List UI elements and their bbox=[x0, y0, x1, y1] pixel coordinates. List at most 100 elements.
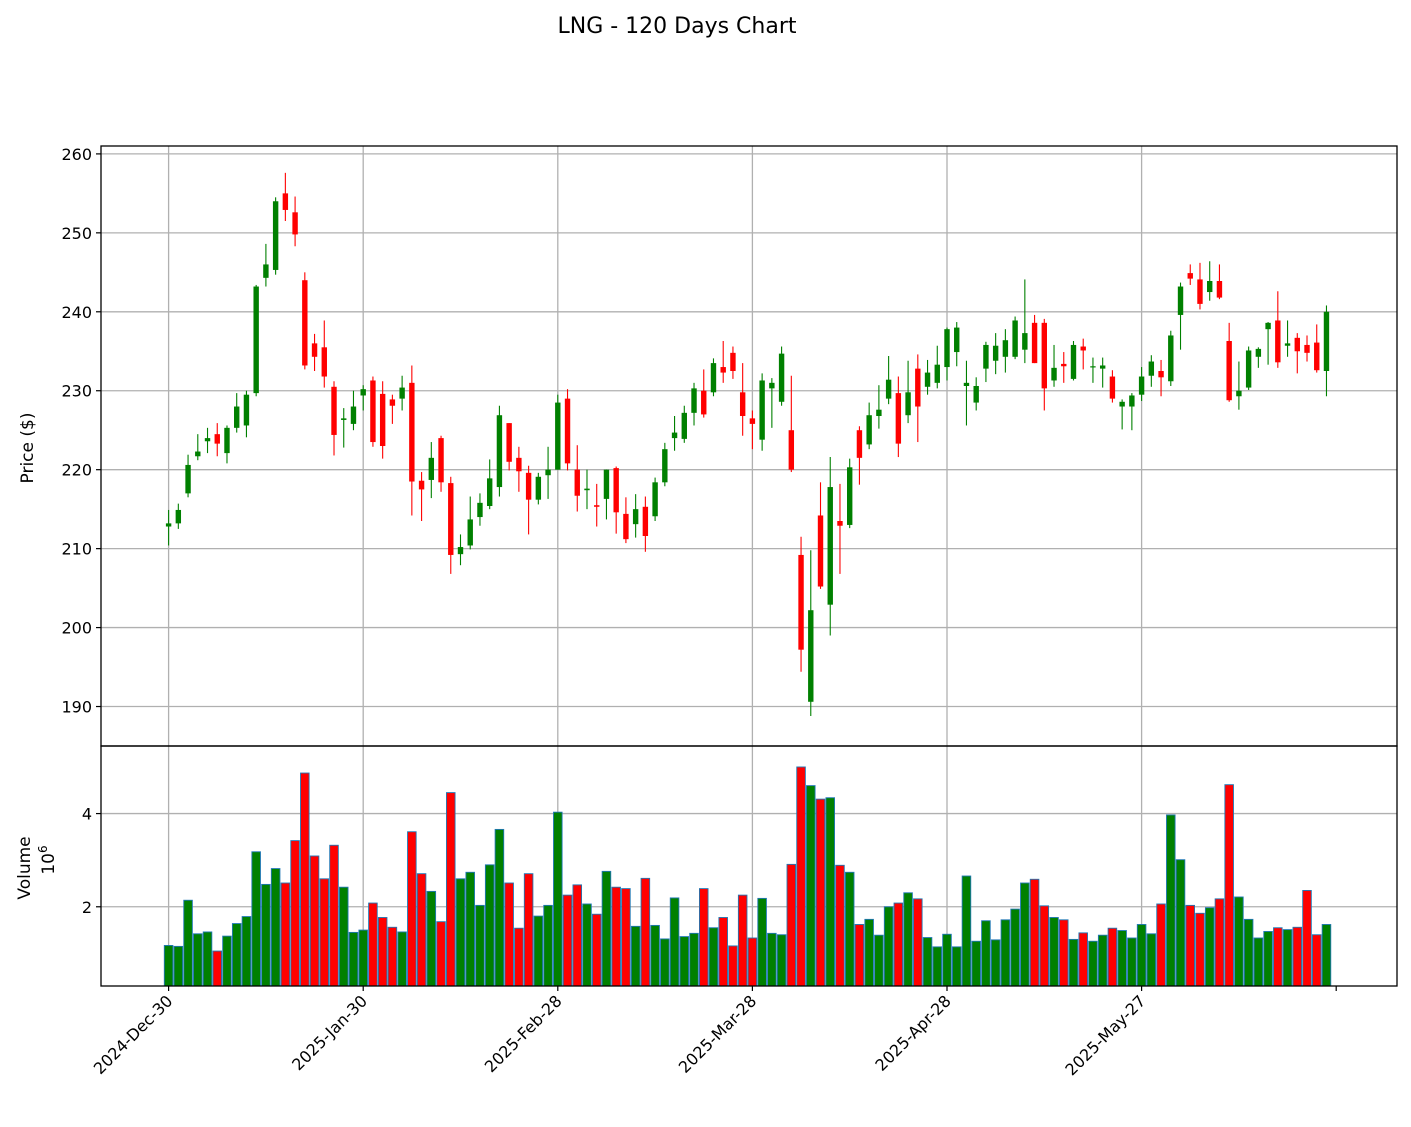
candle-body bbox=[1051, 367, 1057, 381]
candle-body bbox=[185, 464, 191, 494]
candle-body bbox=[973, 386, 979, 403]
volume-bar bbox=[1127, 937, 1137, 987]
volume-bar bbox=[883, 906, 894, 987]
volume-bar bbox=[1146, 933, 1157, 987]
price-tick-label: 200 bbox=[61, 619, 92, 638]
candle-body bbox=[1284, 343, 1291, 346]
candle-body bbox=[1197, 279, 1203, 304]
candle-body bbox=[535, 476, 542, 500]
volume-bar bbox=[222, 935, 232, 987]
candle-body bbox=[1080, 346, 1086, 351]
volume-scale-label: 106 bbox=[36, 845, 59, 874]
candle-body bbox=[759, 380, 765, 440]
date-tick-label: 2025-May-27 bbox=[1061, 991, 1149, 1079]
volume-bar bbox=[1166, 814, 1176, 987]
volume-bar bbox=[844, 871, 855, 987]
candle-body bbox=[1129, 395, 1135, 407]
candle-body bbox=[924, 372, 931, 387]
volume-bar bbox=[1039, 905, 1050, 987]
candle-body bbox=[1002, 340, 1009, 357]
date-tick-label: 2024-Dec-30 bbox=[90, 991, 177, 1078]
candle-body bbox=[827, 487, 833, 605]
candle-body bbox=[1148, 361, 1155, 376]
candle-body bbox=[992, 345, 999, 361]
candle-body bbox=[1138, 376, 1145, 395]
candle-body bbox=[331, 386, 337, 435]
candle-body bbox=[856, 430, 863, 458]
volume-bar bbox=[708, 927, 719, 987]
candle-body bbox=[603, 469, 610, 499]
volume-bar bbox=[1029, 878, 1040, 987]
candle-body bbox=[866, 415, 872, 445]
date-tick-label: 2025-Apr-28 bbox=[871, 991, 954, 1074]
candle-body bbox=[749, 418, 756, 424]
volume-bar bbox=[446, 792, 456, 987]
candle-body bbox=[486, 478, 493, 506]
volume-bar bbox=[436, 921, 446, 987]
volume-bar bbox=[903, 892, 913, 987]
candle-body bbox=[370, 380, 376, 443]
volume-bar bbox=[494, 828, 505, 987]
candle-body bbox=[847, 467, 853, 525]
price-y-axis: 190 200 210 220 230 240 250 260 bbox=[61, 145, 101, 717]
volume-bar bbox=[193, 933, 203, 987]
volume-bar bbox=[718, 917, 728, 987]
candle-body bbox=[632, 509, 639, 525]
volume-bars bbox=[163, 766, 1332, 987]
candle-body bbox=[671, 432, 678, 439]
volume-bar bbox=[523, 873, 534, 987]
candle-body bbox=[944, 329, 950, 368]
candle-body bbox=[1041, 322, 1047, 389]
volume-bar bbox=[163, 945, 174, 987]
price-tick-label: 260 bbox=[61, 145, 92, 164]
volume-bar bbox=[601, 870, 612, 987]
candle-body bbox=[963, 382, 970, 386]
volume-bar bbox=[358, 929, 368, 987]
volume-bar bbox=[1253, 937, 1264, 987]
candle-body bbox=[564, 398, 571, 464]
candle-body bbox=[662, 449, 668, 483]
candle-body bbox=[1265, 322, 1271, 330]
volume-panel-frame bbox=[100, 745, 1398, 987]
volume-bar bbox=[1097, 934, 1108, 987]
candle-body bbox=[418, 480, 425, 490]
volume-bar bbox=[854, 924, 865, 987]
volume-bar bbox=[1117, 930, 1127, 987]
candle-body bbox=[1314, 342, 1320, 371]
volume-bar bbox=[981, 920, 991, 987]
volume-bar bbox=[825, 797, 835, 987]
volume-bar bbox=[1175, 859, 1186, 987]
volume-tick-label: 4 bbox=[82, 805, 92, 824]
volume-bar bbox=[776, 934, 787, 987]
volume-bar bbox=[183, 899, 193, 987]
candle-body bbox=[457, 547, 464, 555]
candle-body bbox=[311, 343, 318, 357]
candle-body bbox=[496, 415, 503, 488]
candle-body bbox=[1177, 286, 1184, 315]
candle-body bbox=[915, 368, 921, 407]
price-tick-label: 210 bbox=[61, 540, 92, 559]
candle-body bbox=[321, 347, 327, 377]
candle-body bbox=[302, 280, 308, 366]
candle-body bbox=[1294, 337, 1300, 352]
volume-bar bbox=[387, 926, 398, 987]
candle-body bbox=[292, 212, 298, 235]
candle-body bbox=[341, 418, 347, 420]
volume-bar bbox=[786, 863, 797, 987]
volume-bar bbox=[1078, 932, 1088, 987]
volume-bar bbox=[377, 917, 388, 987]
volume-bar bbox=[407, 831, 417, 987]
date-x-axis: 2024-Dec-30 2025-Jan-30 2025-Feb-28 2025-Ma… bbox=[90, 986, 1337, 1079]
volume-bar bbox=[329, 844, 339, 987]
volume-bar bbox=[572, 884, 583, 987]
candle-body bbox=[350, 406, 357, 424]
volume-bar bbox=[1088, 940, 1098, 987]
candle-body bbox=[555, 402, 561, 470]
volume-bar bbox=[348, 931, 359, 987]
date-tick-label: 2025-Jan-30 bbox=[288, 991, 371, 1074]
candle-body bbox=[885, 379, 892, 399]
volume-bar bbox=[251, 851, 261, 987]
volume-bar bbox=[562, 894, 573, 987]
price-tick-label: 230 bbox=[61, 382, 92, 401]
volume-bar bbox=[543, 904, 553, 987]
